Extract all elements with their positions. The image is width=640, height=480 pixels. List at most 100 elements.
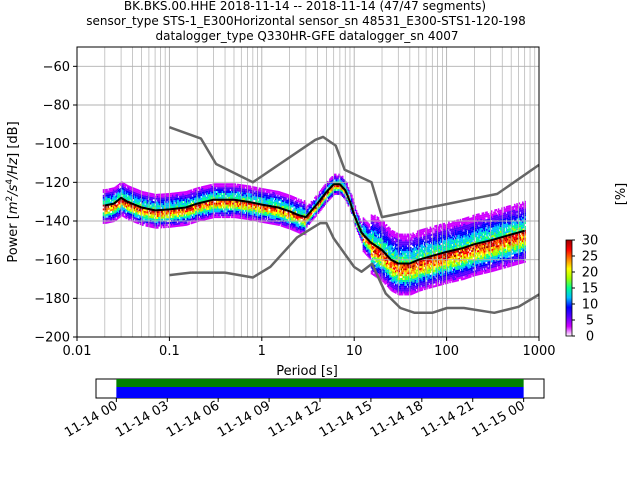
heatmap-cell	[170, 223, 173, 226]
heatmap-cell	[121, 206, 123, 209]
heatmap-cell	[209, 211, 211, 214]
heatmap-cell	[250, 212, 253, 215]
heatmap-cell	[314, 196, 316, 199]
heatmap-cell	[243, 204, 246, 206]
heatmap-cell	[218, 183, 220, 186]
heatmap-cell	[396, 271, 398, 274]
heatmap-cell	[369, 236, 372, 239]
heatmap-cell	[219, 208, 222, 211]
heatmap-cell	[415, 234, 418, 237]
heatmap-cell	[245, 196, 248, 199]
heatmap-cell	[285, 195, 287, 198]
heatmap-cell	[219, 192, 222, 195]
heatmap-cell	[135, 213, 137, 216]
heatmap-cell	[361, 237, 364, 240]
heatmap-cell	[199, 219, 202, 222]
heatmap-cell	[415, 261, 418, 264]
heatmap-cell	[356, 212, 359, 215]
heatmap-cell	[226, 214, 228, 217]
heatmap-cell	[247, 192, 249, 195]
heatmap-cell	[139, 215, 142, 218]
heatmap-cell	[273, 190, 276, 193]
heatmap-cell	[192, 207, 195, 210]
heatmap-cell	[371, 269, 374, 272]
heatmap-cell	[287, 201, 290, 204]
heatmap-cell	[241, 186, 243, 189]
heatmap-cell	[158, 224, 160, 227]
heatmap-cell	[236, 193, 239, 196]
heatmap-cell	[167, 193, 170, 196]
heatmap-cell	[180, 201, 182, 204]
heatmap-cell	[151, 198, 153, 201]
heatmap-cell	[139, 217, 142, 220]
chart-title-line-1: BK.BKS.00.HHE 2018-11-14 -- 2018-11-14 (…	[124, 0, 486, 13]
heatmap-cell	[250, 205, 253, 208]
heatmap-cell	[323, 187, 325, 190]
heatmap-cell	[396, 276, 398, 279]
heatmap-cell	[121, 183, 123, 186]
heatmap-cell	[416, 271, 419, 274]
heatmap-cell	[222, 206, 225, 209]
heatmap-cell	[409, 281, 412, 284]
heatmap-cell	[136, 210, 138, 213]
heatmap-cell	[160, 193, 163, 196]
heatmap-cell	[234, 189, 237, 192]
heatmap-cell	[330, 177, 332, 180]
heatmap-cell	[379, 278, 382, 281]
heatmap-cell	[162, 226, 165, 229]
heatmap-cell	[121, 185, 123, 188]
heatmap-cell	[399, 239, 402, 242]
heatmap-cell	[280, 220, 283, 223]
heatmap-cell	[398, 272, 401, 275]
heatmap-cell	[247, 216, 249, 219]
heatmap-cell	[197, 216, 200, 219]
heatmap-cell	[371, 228, 374, 231]
heatmap-cell	[386, 271, 389, 274]
heatmap-cell	[282, 200, 285, 203]
heatmap-cell	[292, 197, 294, 200]
heatmap-cell	[426, 285, 428, 288]
heatmap-cell	[160, 220, 163, 223]
heatmap-cell	[384, 261, 387, 264]
heatmap-cell	[413, 249, 416, 252]
heatmap-cell	[155, 201, 158, 204]
heatmap-cell	[379, 272, 382, 275]
heatmap-cell	[148, 206, 151, 209]
heatmap-cell	[300, 226, 302, 229]
heatmap-cell	[373, 241, 375, 244]
heatmap-cell	[153, 205, 156, 208]
heatmap-cell	[157, 207, 159, 210]
heatmap-cell	[247, 202, 249, 205]
heatmap-cell	[228, 204, 231, 207]
heatmap-cell	[172, 221, 174, 224]
heatmap-cell	[405, 241, 407, 244]
heatmap-cell	[150, 194, 152, 197]
heatmap-cell	[199, 207, 202, 210]
heatmap-cell	[209, 201, 211, 204]
heatmap-cell	[284, 198, 286, 201]
chart-title-line-3: datalogger_type Q330HR-GFE datalogger_sn…	[156, 29, 459, 43]
heatmap-cell	[339, 187, 342, 190]
heatmap-cell	[248, 218, 250, 221]
heatmap-cell	[392, 253, 395, 256]
heatmap-cell	[237, 207, 240, 209]
heatmap-cell	[280, 215, 283, 218]
heatmap-cell	[266, 192, 269, 195]
heatmap-cell	[297, 215, 300, 218]
heatmap-cell	[295, 207, 298, 210]
heatmap-cell	[107, 196, 109, 199]
heatmap-cell	[390, 263, 392, 266]
heatmap-cell	[419, 283, 421, 286]
heatmap-cell	[178, 191, 181, 194]
heatmap-cell	[258, 218, 261, 221]
heatmap-cell	[409, 268, 412, 271]
heatmap-cell	[376, 243, 379, 246]
heatmap-cell	[191, 212, 194, 215]
heatmap-cell	[229, 200, 232, 203]
heatmap-cell	[215, 212, 218, 215]
heatmap-cell	[376, 255, 379, 257]
heatmap-cell	[278, 222, 280, 224]
heatmap-cell	[228, 191, 231, 193]
heatmap-cell	[396, 249, 398, 252]
heatmap-cell	[113, 187, 115, 190]
